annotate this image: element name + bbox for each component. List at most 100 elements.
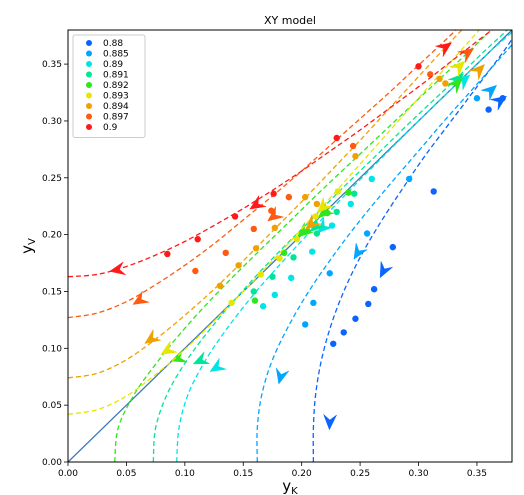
x-tick-label: 0.20 [292,469,312,479]
legend-box [72,34,146,138]
data-point [276,255,283,262]
legend-marker [86,61,92,67]
legend-marker [86,40,92,46]
data-point [192,267,199,275]
data-point [310,299,317,307]
data-point [345,189,352,196]
series-curve [68,30,493,278]
flow-arrow [132,290,150,305]
series-curve [68,30,463,379]
flow-arrow [323,414,337,431]
flow-arrow [267,206,284,222]
series-0.894 [68,30,486,379]
data-point [293,235,301,243]
flow-arrow [249,195,266,210]
x-tick-label: 0.25 [350,469,370,479]
legend-label: 0.894 [103,102,129,112]
data-point [164,250,171,258]
flow-arrow [449,60,466,77]
flow-arrow [275,367,289,385]
flow-arrow [469,64,486,80]
series-curve [312,38,512,462]
y-tick-label: 0.05 [42,401,62,411]
data-point [301,321,309,328]
legend-label: 0.88 [103,39,123,49]
legend-label: 0.885 [103,50,129,60]
data-point [473,95,481,102]
data-point [352,152,359,160]
y-tick-label: 0.20 [42,231,62,241]
data-point [235,262,242,269]
legend-label: 0.9 [103,123,118,133]
legend-label: 0.89 [103,60,123,70]
data-point [252,245,260,252]
flow-arrow [144,329,161,344]
y-axis-title-main: y [18,245,36,254]
ticks-layer: 0.00 0.05 0.10 0.15 0.20 0.25 0.30 0.35 0.00 0.05… [42,60,487,479]
flow-arrow [192,351,210,365]
data-point [363,230,371,237]
data-point [351,190,358,197]
data-point [290,254,297,261]
data-point [231,213,239,220]
x-tick-label: 0.30 [409,469,429,479]
data-point [333,134,340,142]
x-axis-title-main: y [282,477,291,495]
data-point [370,286,378,293]
data-point [222,249,229,257]
series-curve [152,30,508,462]
data-point [442,80,449,87]
flow-arrow [490,95,508,111]
diagonal-line [68,30,512,462]
plot-frame [67,29,513,463]
series-curve [176,31,512,462]
y-axis-title-sub: V [27,238,38,245]
y-tick-label: 0.25 [42,174,62,184]
y-tick-label: 0.35 [42,60,62,70]
x-axis-title-sub: K [291,486,298,495]
data-point [333,208,340,216]
data-point [347,200,354,208]
flow-arrow [316,197,333,214]
data-point [216,282,224,289]
data-point [352,315,359,322]
data-point [270,190,277,197]
svg-text:yK: yK [282,477,298,495]
svg-text:yV: yV [18,238,38,254]
flow-arrow [447,77,463,94]
data-point [250,225,257,233]
data-point [312,213,319,220]
data-point [389,243,397,251]
y-tick-label: 0.10 [42,344,62,354]
series-0.893 [68,30,480,415]
legend-label: 0.892 [103,81,129,91]
data-point [269,273,276,280]
y-tick-label: 0.30 [42,117,62,127]
x-tick-label: 0.05 [116,469,136,479]
x-tick-label: 0.15 [233,469,253,479]
data-point [485,106,492,113]
y-tick-label: 0.15 [42,287,62,297]
flow-arrow [435,42,453,57]
flow-arrow [457,48,475,63]
flow-arrow [109,261,126,276]
y-tick-label: 0.00 [42,458,62,468]
series-0.9 [68,30,493,278]
data-point [405,175,413,183]
data-point [313,200,321,208]
data-point [368,175,375,183]
data-point [334,188,342,195]
flow-arrow [296,222,313,238]
data-point [349,142,357,150]
series-0.885 [256,44,512,462]
y-axis-title: yV [18,238,38,254]
data-point [257,271,264,278]
data-point [285,193,293,201]
data-point [287,274,295,282]
legend-marker [86,50,92,57]
data-point [330,340,337,347]
data-point [313,230,321,237]
data-point [280,249,288,257]
data-point [251,297,259,304]
